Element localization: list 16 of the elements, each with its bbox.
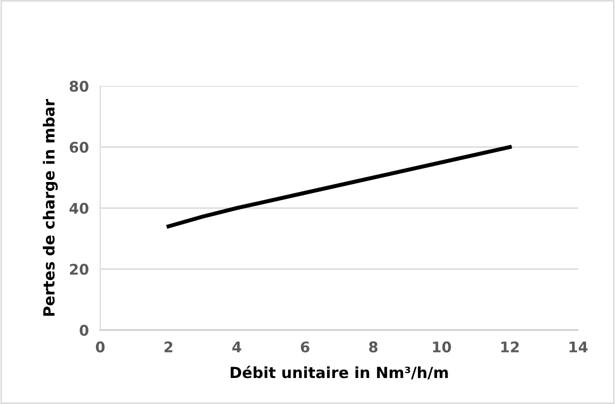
x-tick-label: 2 (164, 341, 172, 352)
x-axis-title: Débit unitaire in Nm³/h/m (230, 366, 448, 380)
y-tick-label: 0 (80, 324, 88, 336)
x-tick-label: 0 (96, 341, 105, 352)
x-tick-label: 4 (232, 342, 242, 352)
y-tick-label: 40 (69, 202, 88, 214)
x-tick-label: 12 (501, 341, 519, 352)
y-axis-title: Pertes de charge in mbar (42, 98, 58, 316)
line-series (166, 145, 512, 228)
x-tick-label: 6 (300, 341, 310, 352)
x-tick-label: 10 (433, 341, 452, 352)
y-tick-label: 80 (70, 80, 88, 92)
x-tick-label: 8 (369, 341, 378, 352)
x-tick-label: 14 (570, 342, 588, 352)
y-tick-label: 60 (70, 142, 88, 153)
y-tick-label: 20 (70, 264, 88, 275)
